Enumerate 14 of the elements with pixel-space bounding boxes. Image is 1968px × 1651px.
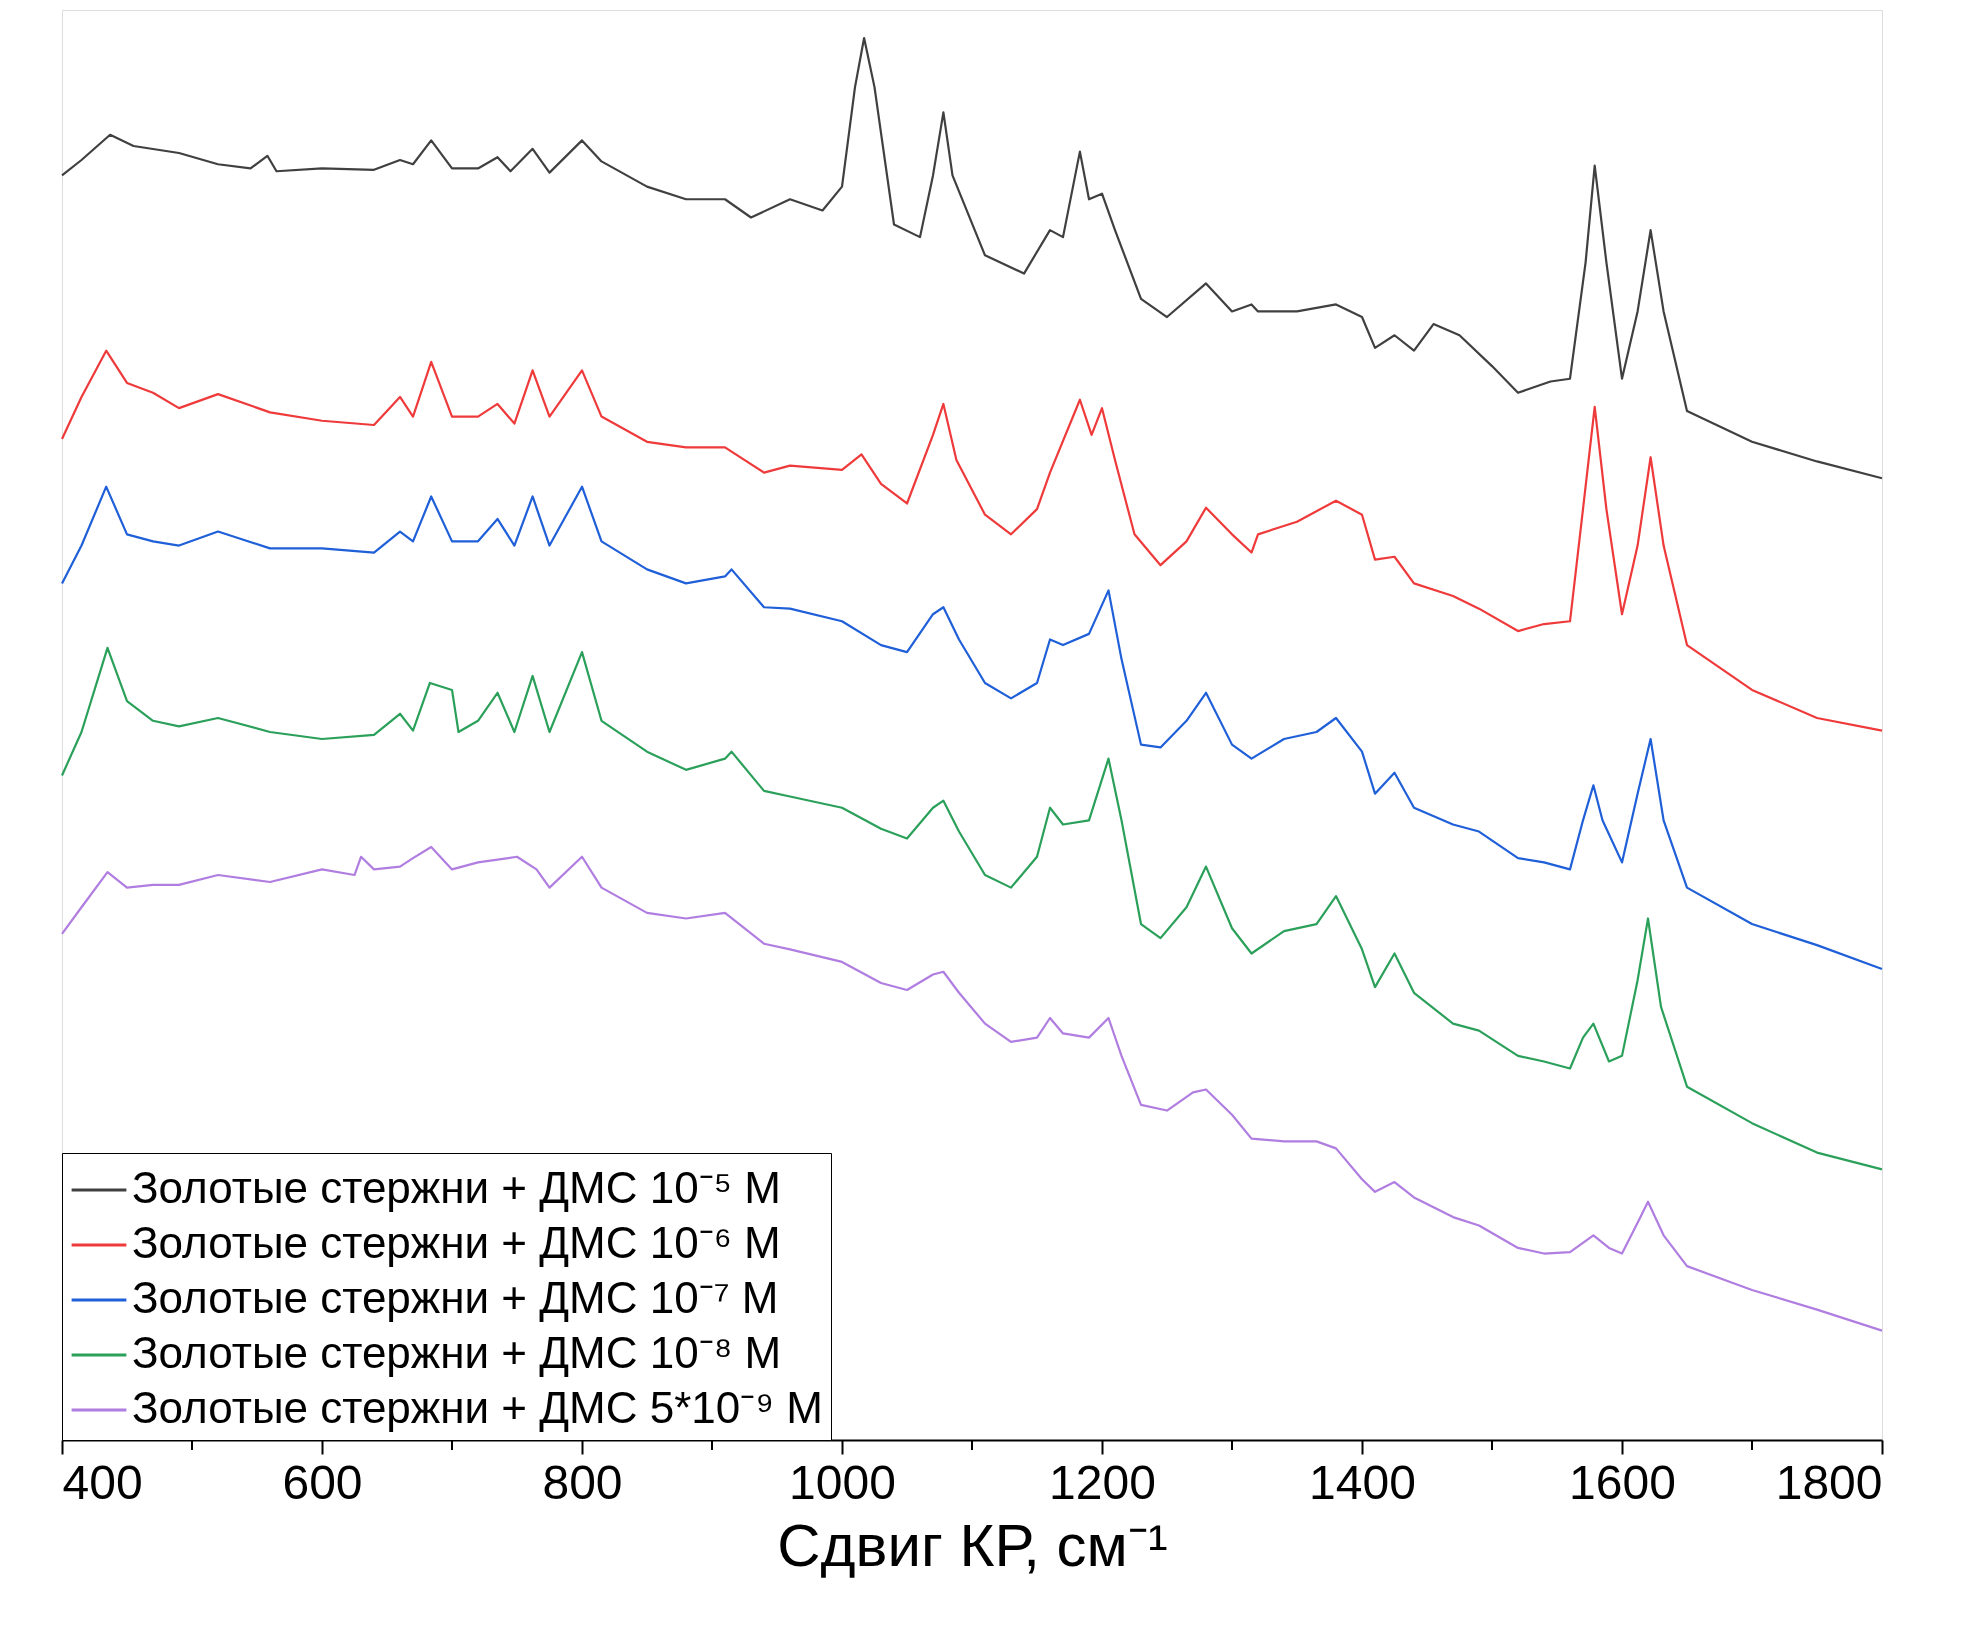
legend-label: Золотые стержни + ДМС 10⁻⁸ М bbox=[132, 1328, 782, 1377]
x-tick-label: 1200 bbox=[1049, 1455, 1156, 1509]
x-tick-label: 1000 bbox=[789, 1455, 896, 1509]
legend-label: Золотые стержни + ДМС 10⁻⁷ М bbox=[132, 1273, 779, 1322]
x-tick-label: 1600 bbox=[1569, 1455, 1676, 1509]
x-tick-label: 600 bbox=[282, 1455, 363, 1509]
x-tick-label: 800 bbox=[542, 1455, 623, 1509]
legend-label: Золотые стержни + ДМС 10⁻⁶ М bbox=[132, 1218, 781, 1267]
x-tick-label: 400 bbox=[62, 1455, 143, 1509]
x-tick-label: 1400 bbox=[1309, 1455, 1416, 1509]
x-tick-label: 1800 bbox=[1775, 1455, 1883, 1509]
legend-label: Золотые стержни + ДМС 10⁻⁵ М bbox=[132, 1163, 781, 1212]
x-axis-title: Сдвиг КР, см⁻¹ bbox=[777, 1511, 1168, 1579]
legend-label: Золотые стержни + ДМС 5*10⁻⁹ М bbox=[132, 1383, 823, 1432]
